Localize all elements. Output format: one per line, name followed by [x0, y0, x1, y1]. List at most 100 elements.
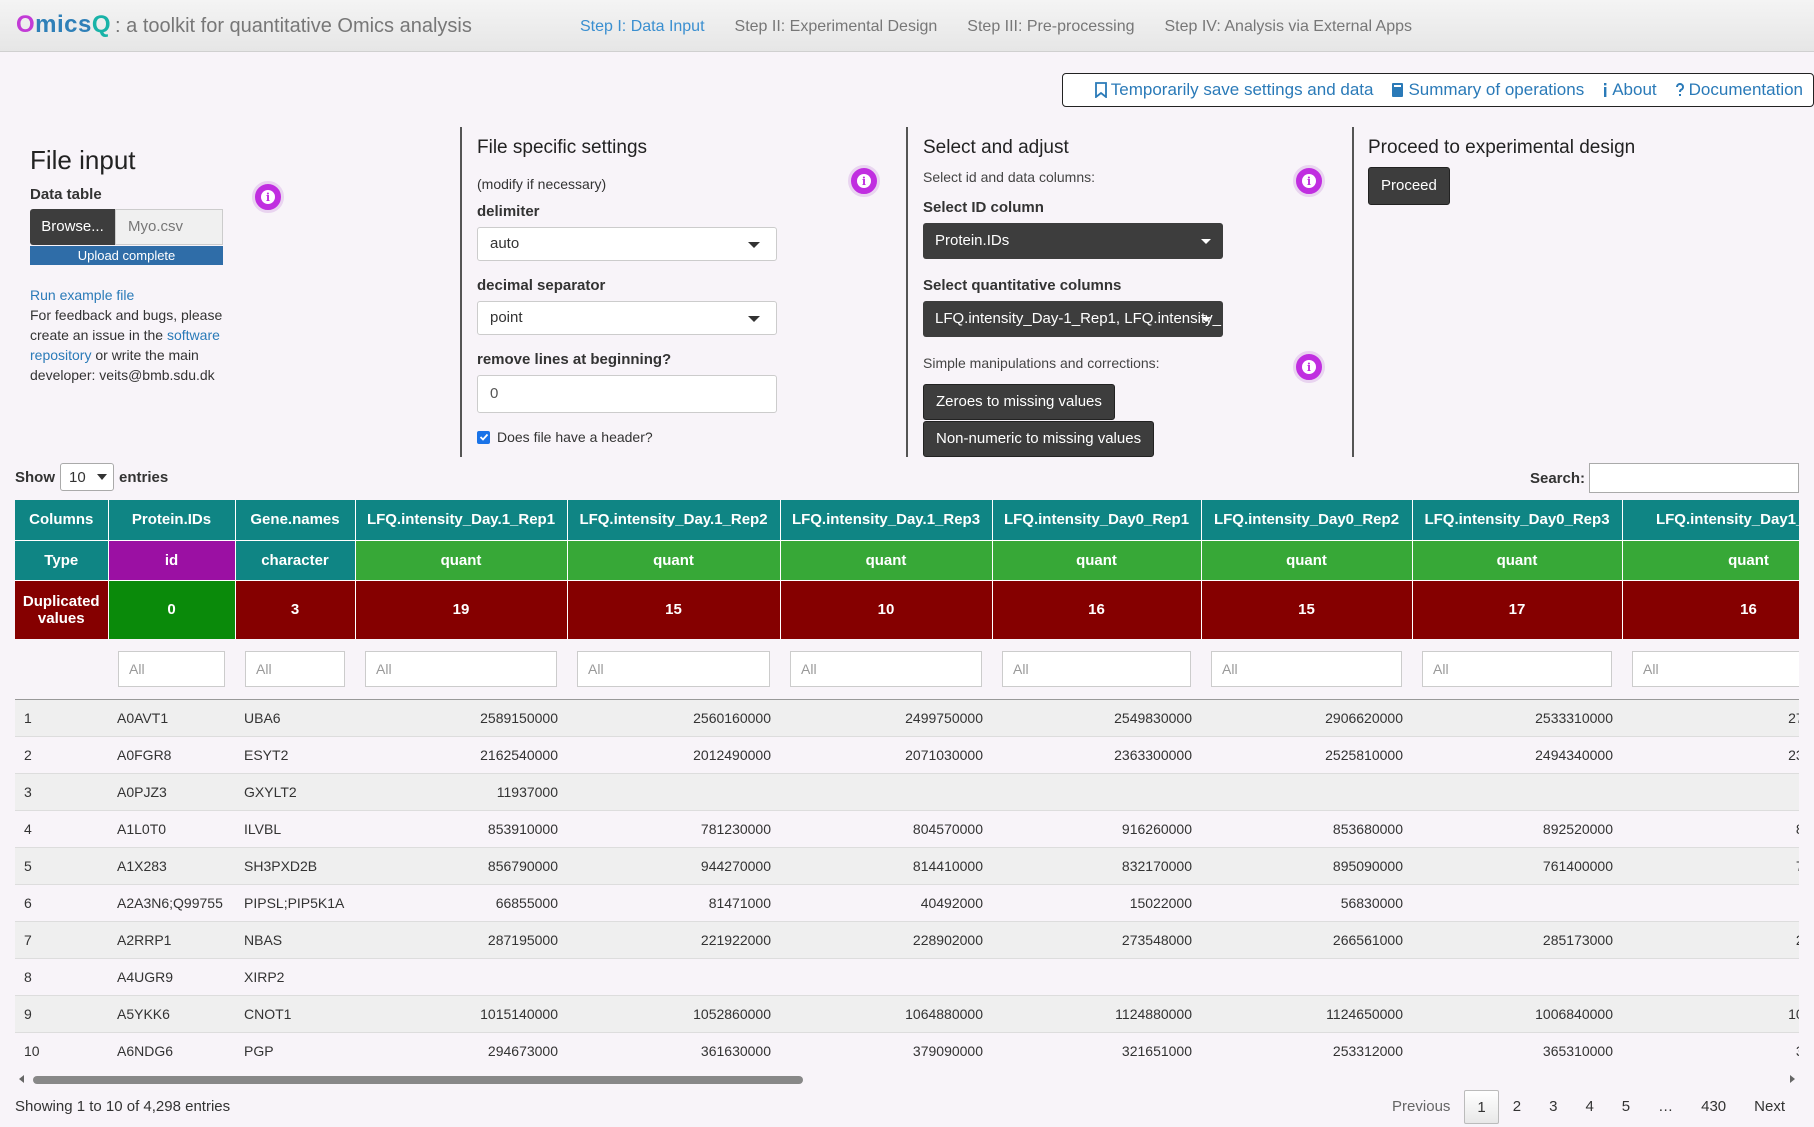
brand[interactable]: OmicsQ : a toolkit for quantitative Omic… [16, 11, 472, 39]
table-cell: 1052860000 [567, 994, 780, 1032]
pagination-page[interactable]: 4 [1585, 1098, 1594, 1115]
header-checkbox[interactable] [477, 430, 490, 444]
column-filter-input[interactable]: All [1002, 650, 1191, 687]
search-input[interactable] [1589, 463, 1799, 493]
table-row[interactable]: 10 A6NDG6 PGP 294673000 361630000 379090000 32… [15, 1031, 1799, 1069]
remove-lines-input[interactable]: 0 [477, 375, 777, 413]
column-header[interactable]: LFQ.intensity_Day.1_Rep3 [780, 500, 993, 540]
table-cell: PIPSL;PIP5K1A [235, 883, 355, 921]
column-filter-input[interactable]: All [365, 650, 557, 687]
pagination-page[interactable]: 5 [1621, 1098, 1631, 1115]
header-checkbox-label: Does file have a header? [497, 429, 653, 445]
horizontal-scrollbar[interactable] [15, 1072, 1799, 1086]
run-example-link[interactable]: Run example file [30, 287, 135, 303]
browse-button[interactable]: Browse... [30, 209, 115, 245]
column-header[interactable]: LFQ.intensity_Day0_Rep3 [1412, 500, 1623, 540]
column-header[interactable]: LFQ.intensity_Day1_Rep1 [1622, 500, 1799, 540]
column-header[interactable]: LFQ.intensity_Day0_Rep1 [992, 500, 1202, 540]
tab-pre-processing[interactable]: Step III: Pre-processing [967, 18, 1135, 35]
table-cell: CNOT1 [235, 994, 355, 1032]
column-type-cell: quant [1412, 539, 1623, 580]
scrollbar-thumb[interactable] [33, 1076, 803, 1084]
manipulations-info-icon[interactable]: i [1293, 351, 1325, 383]
table-cell: 361630000 [567, 1031, 780, 1069]
table-cell: 1 [15, 698, 108, 736]
table-cell: 81471000 [567, 883, 780, 921]
table-row[interactable]: 6 A2A3N6;Q99755 PIPSL;PIP5K1A 66855000 81471… [15, 883, 1799, 921]
table-cell: 228902000 [780, 920, 992, 958]
table-cell: A1X283 [108, 846, 235, 884]
table-row[interactable]: 1 A0AVT1 UBA6 2589150000 2560160000 249975000… [15, 698, 1799, 736]
table-cell: 2906620000 [1201, 698, 1412, 736]
table-cell: GXYLT2 [235, 772, 355, 810]
quant-columns-select[interactable]: LFQ.intensity_Day-1_Rep1, LFQ.intensity_ [923, 301, 1223, 337]
pagination-page[interactable]: 1 [1464, 1090, 1499, 1124]
table-row[interactable]: 2 A0FGR8 ESYT2 2162540000 2012490000 20710300… [15, 735, 1799, 773]
column-header[interactable]: LFQ.intensity_Day0_Rep2 [1201, 500, 1413, 540]
navbar: OmicsQ : a toolkit for quantitative Omic… [0, 0, 1814, 52]
duplicates-count-cell: 17 [1412, 579, 1623, 639]
column-type-cell: quant [1201, 539, 1413, 580]
delimiter-label: delimiter [477, 203, 540, 220]
delimiter-select[interactable]: auto [477, 227, 777, 261]
table-row[interactable]: 3 A0PJZ3 GXYLT2 11937000 [15, 772, 1799, 810]
column-header[interactable]: Gene.names [235, 500, 356, 540]
table-cell: 2549830000 [992, 698, 1201, 736]
save-settings-button[interactable]: Temporarily save settings and data [1094, 80, 1373, 100]
scroll-right-icon[interactable] [1790, 1075, 1795, 1083]
pagination-next[interactable]: Next [1754, 1098, 1785, 1115]
table-row[interactable]: 5 A1X283 SH3PXD2B 856790000 944270000 8144100… [15, 846, 1799, 884]
column-type-cell: quant [780, 539, 993, 580]
column-filter-input[interactable]: All [245, 650, 345, 687]
column-filter-input[interactable]: All [118, 650, 225, 687]
id-column-select[interactable]: Protein.IDs [923, 223, 1223, 259]
id-column-value: Protein.IDs [935, 232, 1010, 249]
pagination-ellipsis: … [1658, 1098, 1674, 1115]
table-cell: A5YKK6 [108, 994, 235, 1032]
select-adjust-title: Select and adjust [923, 137, 1069, 158]
non-numeric-to-missing-button[interactable]: Non-numeric to missing values [923, 421, 1155, 457]
tab-data-input[interactable]: Step I: Data Input [580, 18, 705, 35]
software-repository-link[interactable]: software repository [30, 327, 220, 363]
tab-analysis-external-apps[interactable]: Step IV: Analysis via External Apps [1164, 18, 1413, 35]
table-row[interactable]: 8 A4UGR9 XIRP2 [15, 957, 1799, 995]
table-cell: 853680000 [1201, 809, 1412, 847]
column-header[interactable]: Protein.IDs [108, 500, 236, 540]
pagination-page[interactable]: 2 [1512, 1098, 1522, 1115]
table-cell: 804570000 [780, 809, 992, 847]
tab-experimental-design[interactable]: Step II: Experimental Design [734, 18, 938, 35]
filter-cell: All [1412, 639, 1622, 700]
table-row[interactable]: 4 A1L0T0 ILVBL 853910000 781230000 804570000 9… [15, 809, 1799, 847]
column-header[interactable]: LFQ.intensity_Day.1_Rep1 [355, 500, 568, 540]
scroll-left-icon[interactable] [19, 1075, 24, 1083]
table-length-control: Show 10 entries [15, 463, 168, 491]
file-input-info-icon[interactable]: i [252, 181, 284, 213]
column-filter-input[interactable]: All [577, 650, 770, 687]
column-filter-input[interactable]: All [1632, 650, 1799, 687]
summary-operations-button[interactable]: Summary of operations [1391, 80, 1584, 100]
table-cell: 781230000 [567, 809, 780, 847]
column-header[interactable]: Columns [15, 500, 109, 540]
file-settings-info-icon[interactable]: i [848, 165, 880, 197]
column-filter-input[interactable]: All [1422, 650, 1612, 687]
column-filter-input[interactable]: All [1211, 650, 1402, 687]
column-filter-input[interactable]: All [790, 650, 982, 687]
table-cell: 832170000 [992, 846, 1201, 884]
zeroes-to-missing-button[interactable]: Zeroes to missing values [923, 384, 1115, 420]
table-cell: SH3PXD2B [235, 846, 355, 884]
decimal-separator-select[interactable]: point [477, 301, 777, 335]
table-cell: 66855000 [355, 883, 567, 921]
proceed-button[interactable]: Proceed [1368, 167, 1450, 205]
documentation-button[interactable]: Documentation [1675, 80, 1803, 100]
pagination-previous[interactable]: Previous [1392, 1098, 1451, 1115]
entries-per-page-select[interactable]: 10 [60, 463, 114, 491]
table-row[interactable]: 9 A5YKK6 CNOT1 1015140000 1052860000 10648800… [15, 994, 1799, 1032]
column-header[interactable]: LFQ.intensity_Day.1_Rep2 [567, 500, 781, 540]
filter-cell: All [567, 639, 780, 700]
pagination-page[interactable]: 430 [1701, 1098, 1727, 1115]
file-name-field[interactable]: Myo.csv [115, 209, 223, 245]
about-button[interactable]: About [1602, 80, 1657, 100]
table-row[interactable]: 7 A2RRP1 NBAS 287195000 221922000 228902000 27… [15, 920, 1799, 958]
pagination-page[interactable]: 3 [1549, 1098, 1558, 1115]
select-adjust-info-icon[interactable]: i [1293, 165, 1325, 197]
